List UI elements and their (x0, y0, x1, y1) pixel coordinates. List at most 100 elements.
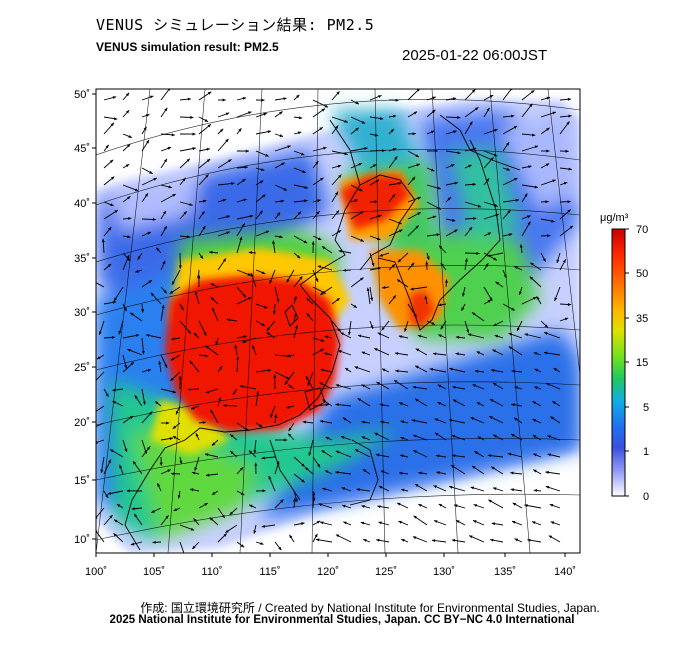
copyright-line: 2025 National Institute for Environmenta… (109, 614, 575, 626)
wind-arrow-head (205, 473, 210, 477)
wind-arrow-head (179, 460, 183, 464)
wind-arrow-head (147, 369, 151, 372)
wind-arrow-head (552, 179, 556, 183)
wind-arrow-head (192, 132, 196, 136)
wind-arrow-head (506, 167, 510, 171)
wind-arrow-head (447, 197, 451, 201)
wind-arrow-head (413, 111, 418, 115)
wind-arrow-head (203, 332, 207, 336)
wind-arrow-head (236, 356, 240, 360)
wind-arrow-head (262, 489, 266, 493)
wind-arrow-head (268, 475, 272, 480)
wind-arrow-head (263, 112, 267, 116)
wind-arrow-head (221, 514, 225, 518)
wind-arrow-head (550, 521, 555, 525)
wind-arrow-head (319, 382, 324, 386)
wind-arrow-head (413, 434, 417, 438)
wind-arrow-head (554, 297, 558, 301)
lon-tick-label: 105˚ (143, 566, 165, 578)
wind-arrow-head (302, 170, 306, 173)
colorbar-label: 15 (636, 357, 648, 369)
wind-arrow-head (173, 508, 178, 511)
wind-arrow-head (375, 179, 379, 183)
wind-arrow-head (361, 436, 366, 440)
wind-arrow-head (398, 221, 402, 225)
wind-arrow-head (378, 95, 382, 98)
wind-arrow-head (205, 345, 209, 349)
wind-arrow-head (361, 351, 366, 355)
wind-arrow-head (440, 263, 444, 267)
wind-arrow-head (431, 321, 436, 325)
wind-arrow-head (477, 436, 482, 440)
wind-arrow-head (296, 94, 300, 99)
wind-arrow-head (205, 453, 209, 457)
wind-arrow-head (547, 234, 551, 238)
wind-arrow-head (167, 147, 172, 150)
wind-arrow-head (244, 165, 248, 169)
wind-arrow-head (172, 281, 175, 285)
wind-arrow-head (166, 421, 170, 425)
wind-arrow-head (431, 109, 436, 114)
wind-arrow-head (370, 325, 374, 329)
wind-arrow-head (212, 491, 216, 495)
wind-arrow-head (304, 199, 308, 203)
wind-arrow-head (259, 210, 263, 215)
wind-arrow-head (279, 111, 283, 115)
wind-arrow-head (127, 144, 131, 148)
wind-arrow-head (466, 329, 469, 333)
wind-arrow-head (127, 348, 131, 352)
lat-tick-label: 35˚ (74, 253, 90, 265)
wind-arrow-head (108, 227, 112, 231)
wind-arrow-head (544, 351, 548, 355)
wind-arrow-head (378, 521, 382, 525)
wind-arrow-head (430, 130, 435, 134)
wind-arrow-head (153, 178, 157, 181)
wind-arrow-head (553, 368, 558, 372)
wind-arrow-head (533, 352, 538, 355)
wind-arrow-head (125, 164, 130, 168)
wind-arrow-head (219, 128, 224, 133)
wind-arrow-head (353, 304, 357, 308)
wind-arrow-head (487, 454, 492, 458)
wind-arrow-head (163, 289, 167, 294)
wind-arrow-head (341, 487, 346, 491)
wind-arrow-head (111, 335, 116, 339)
wind-arrow-head (325, 403, 329, 407)
wind-arrow-head (546, 383, 550, 386)
wind-arrow-head (114, 297, 118, 301)
wind-arrow-head (172, 425, 177, 429)
wind-arrow-head (361, 384, 365, 388)
wind-arrow-head (430, 168, 435, 172)
wind-arrow-head (302, 420, 306, 424)
wind-arrow-head (524, 333, 528, 337)
wind-arrow-head (563, 182, 568, 185)
wind-arrow-head (374, 133, 379, 137)
wind-arrow-head (425, 261, 429, 265)
wind-arrow-head (451, 465, 455, 469)
wind-arrow-head (126, 489, 130, 493)
wind-arrow-head (567, 97, 571, 101)
wind-arrow-head (172, 436, 177, 439)
wind-arrow-head (114, 519, 118, 523)
wind-arrow-head (152, 217, 157, 221)
wind-arrow-head (335, 384, 340, 387)
wind-arrow-head (232, 391, 236, 395)
wind-arrow-head (379, 117, 384, 120)
wind-arrow-head (491, 369, 495, 372)
lon-tick-label: 115˚ (259, 566, 280, 578)
wind-arrow-head (171, 472, 175, 476)
wind-arrow-head (130, 312, 134, 316)
wind-arrow-head (548, 535, 553, 539)
wind-arrow-head (321, 108, 325, 112)
wind-arrow-head (378, 486, 383, 489)
wind-arrow-head (436, 233, 440, 237)
wind-arrow-head (272, 240, 276, 244)
wind-arrow-head (530, 262, 534, 266)
wind-arrow-head (366, 287, 370, 292)
wind-arrow-head (454, 229, 458, 233)
wind-arrow-head (424, 295, 428, 300)
wind-arrow-head (248, 297, 252, 300)
wind-arrow-head (545, 485, 550, 489)
wind-arrow-head (242, 293, 246, 298)
wind-arrow-head (355, 449, 359, 453)
